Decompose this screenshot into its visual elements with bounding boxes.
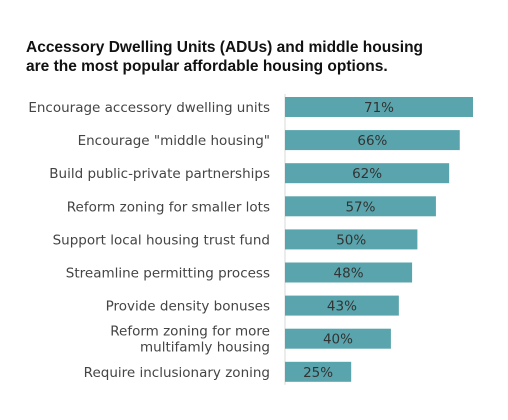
bar (285, 328, 391, 349)
bar-value-label: 71% (364, 100, 394, 116)
bar-value-label: 50% (336, 232, 366, 248)
chart-title-line-2: are the most popular affordable housing … (26, 58, 388, 75)
category-label: Encourage accessory dwelling units (28, 100, 270, 116)
bar (285, 130, 460, 151)
bar (285, 361, 352, 382)
category-label: Reform zoning for more (110, 324, 270, 340)
chart-title: Accessory Dwelling Units (ADUs) and midd… (26, 38, 486, 76)
category-label: Support local housing trust fund (53, 232, 270, 248)
chart-title-line-1: Accessory Dwelling Units (ADUs) and midd… (26, 39, 424, 56)
category-label: Provide density bonuses (106, 299, 270, 315)
bar (285, 262, 413, 283)
category-label: multifamly housing (140, 340, 270, 356)
bar-value-label: 43% (327, 299, 357, 315)
category-label: Build public-private partnerships (49, 166, 270, 182)
bar-value-label: 66% (357, 133, 387, 149)
bar (285, 229, 418, 250)
category-label: Encourage "middle housing" (78, 133, 270, 149)
bar-value-label: 62% (352, 166, 382, 182)
category-label: Require inclusionary zoning (84, 365, 270, 381)
bar-value-label: 25% (303, 365, 333, 381)
bar (285, 295, 399, 316)
category-label: Streamline permitting process (66, 266, 270, 282)
bar (285, 163, 450, 184)
bar (285, 97, 473, 117)
category-label: Reform zoning for smaller lots (67, 199, 270, 215)
bar-value-label: 40% (323, 332, 353, 348)
bar-value-label: 57% (345, 199, 375, 215)
bar-value-label: 48% (334, 266, 364, 282)
bar (285, 196, 436, 217)
